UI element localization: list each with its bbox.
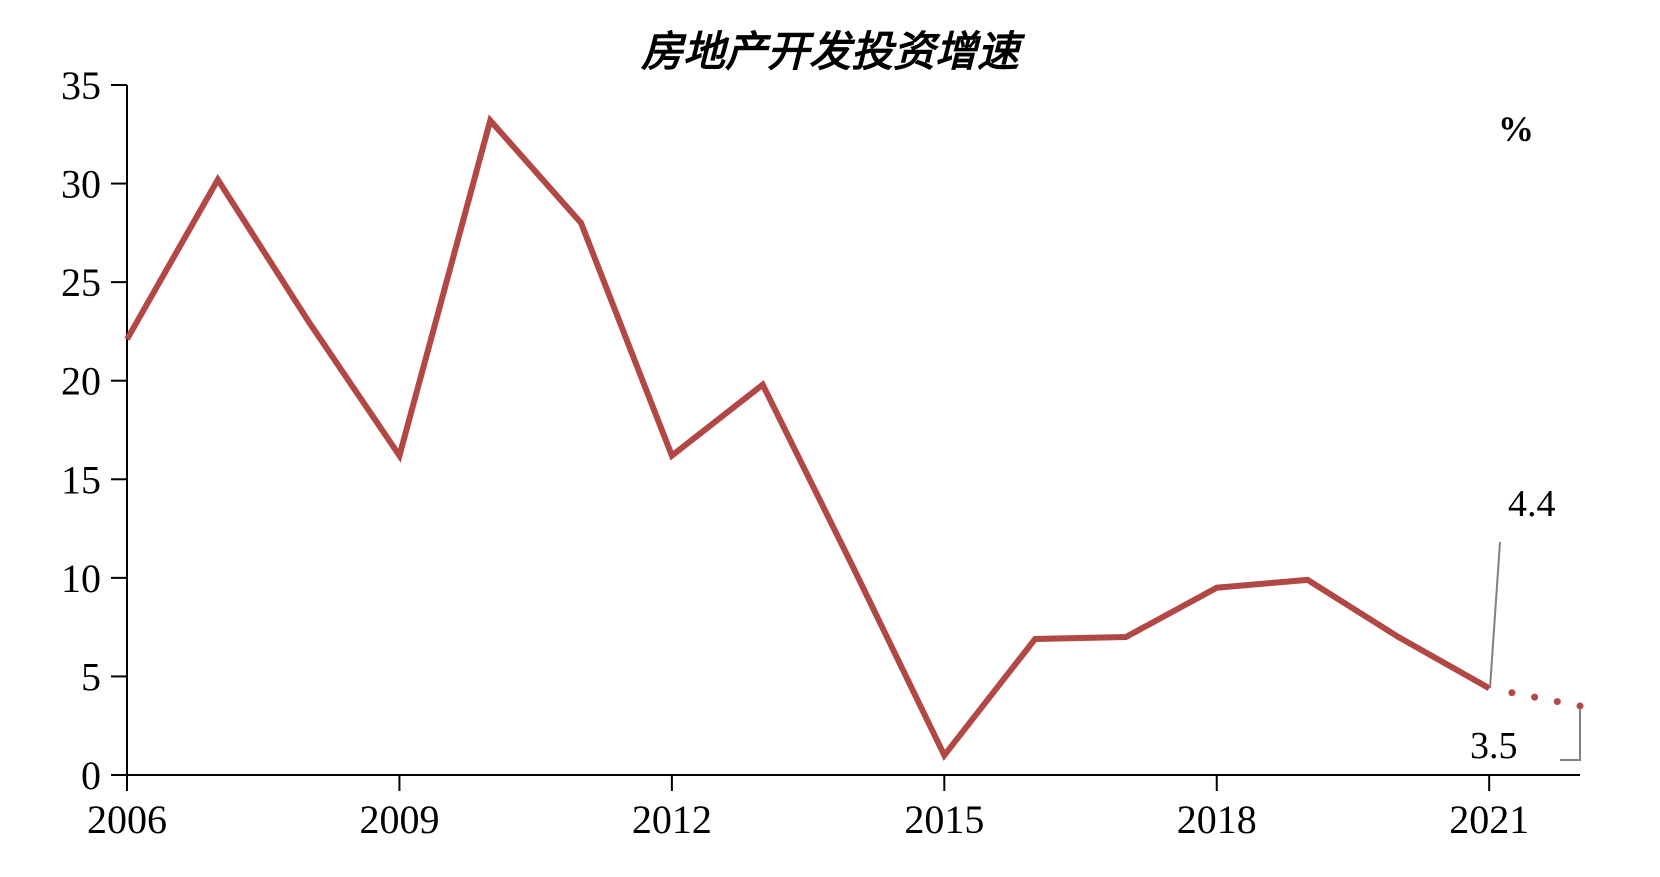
x-tick-label: 2012: [632, 797, 712, 842]
value-label: 4.4: [1508, 483, 1556, 525]
y-tick-label: 5: [81, 654, 101, 699]
unit-label: %: [1498, 108, 1534, 150]
x-tick-label: 2006: [87, 797, 167, 842]
chart-title: 房地产开发投资增速: [0, 18, 1660, 79]
y-tick-label: 15: [61, 457, 101, 502]
y-tick-label: 20: [61, 359, 101, 404]
series-dot: [1508, 689, 1515, 696]
y-tick-label: 30: [61, 162, 101, 207]
y-tick-label: 25: [61, 260, 101, 305]
x-tick-label: 2009: [359, 797, 439, 842]
leader-line: [1490, 542, 1500, 688]
y-tick-label: 0: [81, 753, 101, 798]
value-label: 3.5: [1470, 725, 1518, 767]
x-tick-label: 2021: [1449, 797, 1529, 842]
line-chart: 051015202530352006200920122015201820214.…: [0, 0, 1660, 877]
x-tick-label: 2015: [904, 797, 984, 842]
x-tick-label: 2018: [1177, 797, 1257, 842]
series-dot: [1531, 694, 1538, 701]
leader-line: [1560, 708, 1580, 760]
series-dot: [1554, 698, 1561, 705]
y-tick-label: 10: [61, 556, 101, 601]
series-line: [127, 120, 1489, 755]
